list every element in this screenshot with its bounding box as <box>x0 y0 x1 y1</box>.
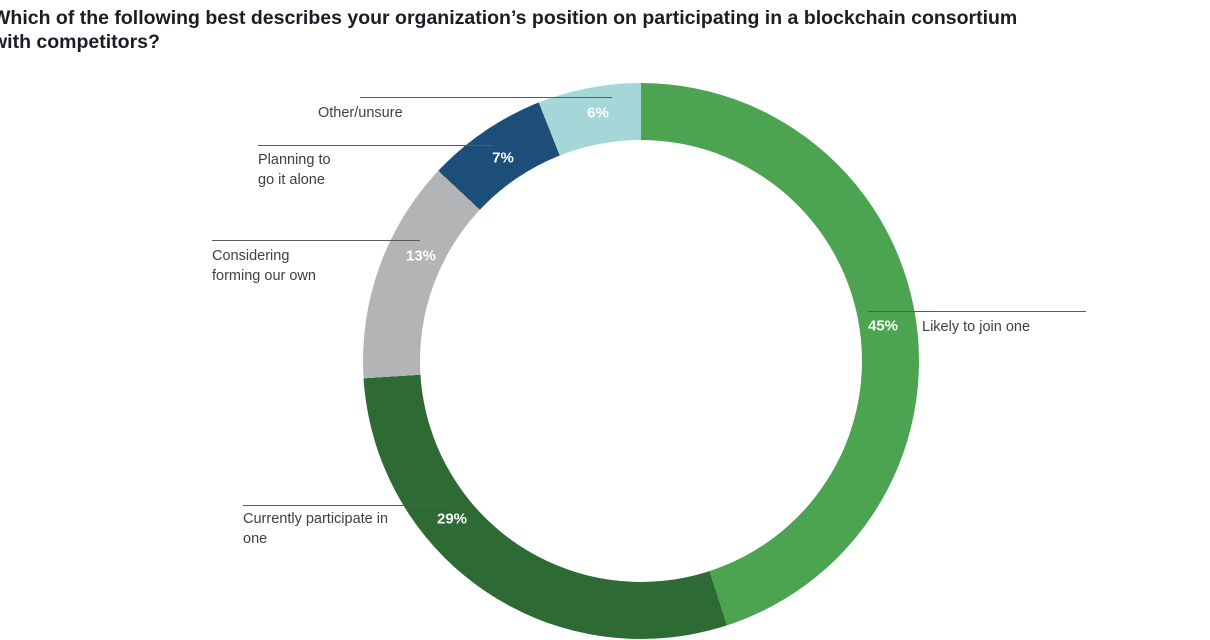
donut-hole <box>420 140 862 582</box>
chart-title: Which of the following best describes yo… <box>0 7 1018 54</box>
leader-line-considering <box>212 240 420 241</box>
leader-line-currently <box>243 505 449 506</box>
segment-label-considering: Considering forming our own <box>212 248 316 284</box>
segment-label-likely: Likely to join one <box>922 319 1031 335</box>
segment-pct-considering: 13% <box>405 247 437 265</box>
segment-pct-likely: 45% <box>867 317 899 335</box>
segment-pct-planning: 7% <box>492 149 514 167</box>
leader-line-other-unsure <box>360 97 612 98</box>
segment-label-other-unsure: Other/unsure <box>318 105 403 121</box>
segment-label-currently: Currently participate in one <box>243 511 389 547</box>
segment-label-planning: Planning to go it alone <box>258 152 331 188</box>
segment-pct-currently: 29% <box>436 510 468 528</box>
leader-line-planning <box>258 145 494 146</box>
segment-pct-other: 6% <box>587 104 609 122</box>
leader-line-likely <box>868 311 1086 312</box>
